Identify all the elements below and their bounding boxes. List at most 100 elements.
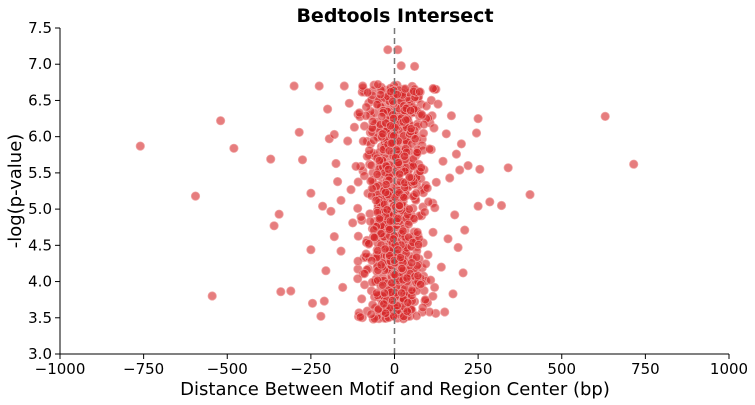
y-tick-label: 3.5 <box>28 309 52 327</box>
data-point <box>379 299 389 309</box>
data-point <box>402 273 412 283</box>
data-point <box>372 100 382 110</box>
data-point <box>367 255 377 266</box>
y-tick-label: 4.0 <box>28 273 52 291</box>
data-point <box>368 116 378 127</box>
data-point <box>419 207 430 217</box>
data-point <box>411 188 421 198</box>
data-point <box>306 245 316 255</box>
data-point <box>216 116 226 126</box>
data-point <box>207 291 217 301</box>
data-point <box>364 145 374 155</box>
data-point <box>409 61 420 72</box>
data-point <box>397 288 407 298</box>
data-point <box>485 197 495 207</box>
data-point <box>433 99 443 109</box>
data-point <box>371 288 382 298</box>
data-point <box>382 205 392 215</box>
y-axis-label: -log(p-value) <box>5 134 26 249</box>
data-point <box>363 87 373 98</box>
data-point <box>373 246 383 256</box>
data-point <box>407 258 417 268</box>
data-point <box>436 262 446 272</box>
data-point <box>366 176 376 186</box>
x-tick-label: −250 <box>290 360 331 378</box>
data-point <box>351 161 361 171</box>
data-point <box>384 146 394 156</box>
data-point <box>353 274 363 284</box>
data-point <box>353 177 363 187</box>
data-point <box>400 84 410 94</box>
data-point <box>453 242 463 253</box>
data-point <box>339 81 349 91</box>
data-point <box>329 232 339 242</box>
data-point <box>395 253 406 263</box>
data-point <box>331 158 341 169</box>
data-point <box>381 179 391 190</box>
x-tick-label: −750 <box>123 360 164 378</box>
data-point <box>289 81 299 91</box>
data-point <box>404 204 414 214</box>
data-point <box>361 102 371 112</box>
x-tick-label: 1000 <box>710 360 748 378</box>
data-point <box>413 271 423 281</box>
data-point <box>424 144 435 154</box>
data-point <box>373 79 383 90</box>
data-point <box>473 114 483 124</box>
data-point <box>353 256 363 266</box>
data-point <box>266 154 276 164</box>
chart-title: Bedtools Intersect <box>296 5 493 27</box>
data-point <box>473 201 483 211</box>
y-tick-label: 7.0 <box>28 55 52 73</box>
data-point <box>353 231 363 241</box>
data-point <box>297 155 308 165</box>
data-point <box>385 121 396 131</box>
data-point <box>448 289 458 299</box>
data-point <box>369 232 379 242</box>
data-point <box>431 177 441 187</box>
data-point <box>322 104 333 114</box>
data-point <box>422 183 432 193</box>
data-point <box>429 123 439 133</box>
data-point <box>343 136 353 146</box>
data-point <box>359 268 369 279</box>
y-tick-label: 7.5 <box>28 19 52 37</box>
data-point <box>374 214 384 224</box>
data-point <box>384 224 395 234</box>
y-tick-label: 5.0 <box>28 200 52 218</box>
data-point <box>338 282 348 292</box>
data-point <box>471 128 482 138</box>
data-point <box>358 81 368 91</box>
data-point <box>269 221 279 231</box>
data-point <box>407 285 417 295</box>
data-point <box>346 185 356 195</box>
data-point <box>404 172 415 182</box>
data-point <box>377 111 387 122</box>
data-point <box>419 119 429 130</box>
data-point <box>380 308 391 318</box>
data-point <box>525 190 535 200</box>
data-point <box>430 203 440 213</box>
data-point <box>359 171 369 181</box>
data-point <box>428 227 438 237</box>
y-tick-label: 3.0 <box>28 345 52 363</box>
data-point <box>317 201 328 211</box>
data-point <box>356 212 366 222</box>
data-point <box>428 83 438 94</box>
y-tick-label: 5.5 <box>28 164 52 182</box>
x-tick-label: 0 <box>390 360 400 378</box>
data-point <box>383 45 393 55</box>
data-point <box>396 61 406 71</box>
data-point <box>393 158 404 168</box>
data-point <box>441 129 451 139</box>
data-point <box>412 148 422 158</box>
data-point <box>428 291 438 301</box>
x-axis-label: Distance Between Motif and Region Center… <box>180 379 610 400</box>
data-point <box>443 234 453 244</box>
x-tick-label: 500 <box>547 360 576 378</box>
data-point <box>417 110 427 120</box>
data-point <box>503 163 513 173</box>
y-axis-ticks: 3.0 3.5 4.0 4.5 5.0 5.5 6.0 6.5 7.0 7.5 <box>28 19 60 363</box>
data-point <box>229 143 239 153</box>
data-point <box>455 165 465 175</box>
